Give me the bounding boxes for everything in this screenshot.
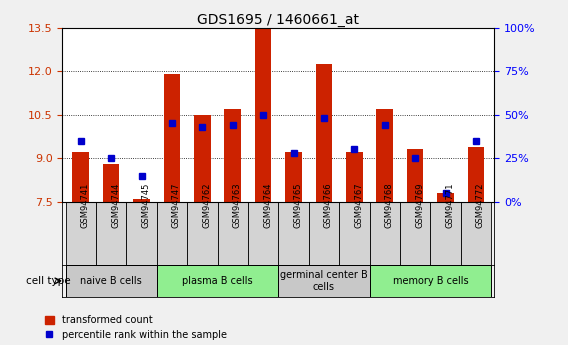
Bar [461,202,491,265]
Bar [164,74,180,202]
Bar [187,202,218,265]
Bar [278,202,309,265]
Bar [377,109,393,202]
Bar [407,149,424,202]
Bar [309,202,339,265]
Bar [285,152,302,202]
Title: GDS1695 / 1460661_at: GDS1695 / 1460661_at [197,12,360,27]
Bar [65,265,157,297]
Bar [437,193,454,202]
Text: GSM94745: GSM94745 [141,182,151,228]
Text: GSM94766: GSM94766 [324,182,333,228]
Text: GSM94765: GSM94765 [294,182,303,228]
Text: cell type: cell type [26,276,70,286]
Bar [370,265,491,297]
Text: germinal center B
cells: germinal center B cells [280,270,368,292]
Bar [194,115,211,202]
Text: GSM94744: GSM94744 [111,182,120,228]
Bar [316,64,332,202]
Text: GSM94768: GSM94768 [385,182,394,228]
Bar [248,202,278,265]
Text: GSM94762: GSM94762 [202,182,211,228]
Text: GSM94771: GSM94771 [445,182,454,228]
Text: GSM94772: GSM94772 [476,182,485,228]
Bar [218,202,248,265]
Text: GSM94764: GSM94764 [263,182,272,228]
Bar [224,109,241,202]
Bar [431,202,461,265]
Legend: transformed count, percentile rank within the sample: transformed count, percentile rank withi… [45,315,227,340]
Bar [346,152,363,202]
Bar [126,202,157,265]
Bar [103,164,119,202]
Text: memory B cells: memory B cells [392,276,468,286]
Bar [339,202,370,265]
Bar [72,152,89,202]
Bar [400,202,431,265]
Bar [255,28,272,202]
Text: plasma B cells: plasma B cells [182,276,253,286]
Bar [370,202,400,265]
Bar [157,202,187,265]
Bar [467,147,485,202]
Bar [278,265,370,297]
Bar [157,265,278,297]
Text: GSM94747: GSM94747 [172,182,181,228]
Text: GSM94741: GSM94741 [81,182,90,228]
Bar [65,202,96,265]
Text: naive B cells: naive B cells [80,276,142,286]
Text: GSM94767: GSM94767 [354,182,364,228]
Bar [133,199,150,202]
Bar [96,202,126,265]
Text: GSM94769: GSM94769 [415,182,424,228]
Text: GSM94763: GSM94763 [233,182,242,228]
